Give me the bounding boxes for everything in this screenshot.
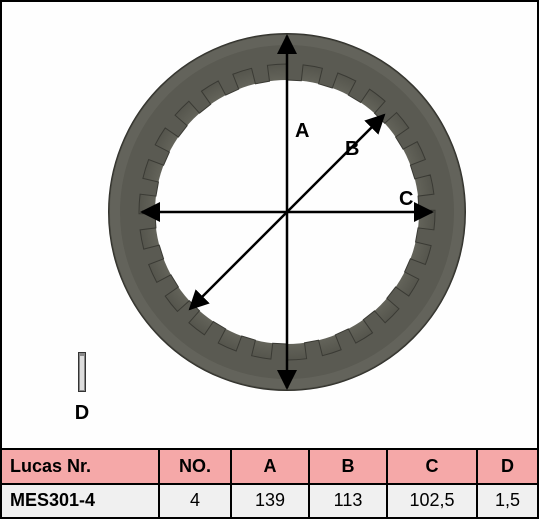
- table-row: MES301-4 4 139 113 102,5 1,5: [2, 483, 537, 518]
- spec-table: Lucas Nr. NO. A B C D MES301-4 4 139 113…: [2, 448, 537, 517]
- cell-lucas: MES301-4: [2, 485, 160, 518]
- dim-label-d: D: [62, 402, 102, 425]
- diagram-area: A B C D: [2, 2, 537, 450]
- table-header-row: Lucas Nr. NO. A B C D: [2, 448, 537, 483]
- col-header-no: NO.: [160, 450, 232, 483]
- col-header-b: B: [310, 450, 388, 483]
- thickness-indicator: D: [62, 352, 102, 442]
- drawing-frame: A B C D Lucas Nr. NO. A B C D MES301-4 4…: [0, 0, 539, 519]
- col-header-d: D: [478, 450, 537, 483]
- cell-a: 139: [232, 485, 310, 518]
- cell-c: 102,5: [388, 485, 478, 518]
- dim-label-c: C: [399, 188, 413, 211]
- col-header-c: C: [388, 450, 478, 483]
- cell-b: 113: [310, 485, 388, 518]
- cell-d: 1,5: [478, 485, 537, 518]
- col-header-lucas: Lucas Nr.: [2, 450, 160, 483]
- col-header-a: A: [232, 450, 310, 483]
- dim-label-b: B: [345, 138, 359, 161]
- thickness-bar: [78, 352, 86, 392]
- cell-no: 4: [160, 485, 232, 518]
- dim-label-a: A: [295, 120, 309, 143]
